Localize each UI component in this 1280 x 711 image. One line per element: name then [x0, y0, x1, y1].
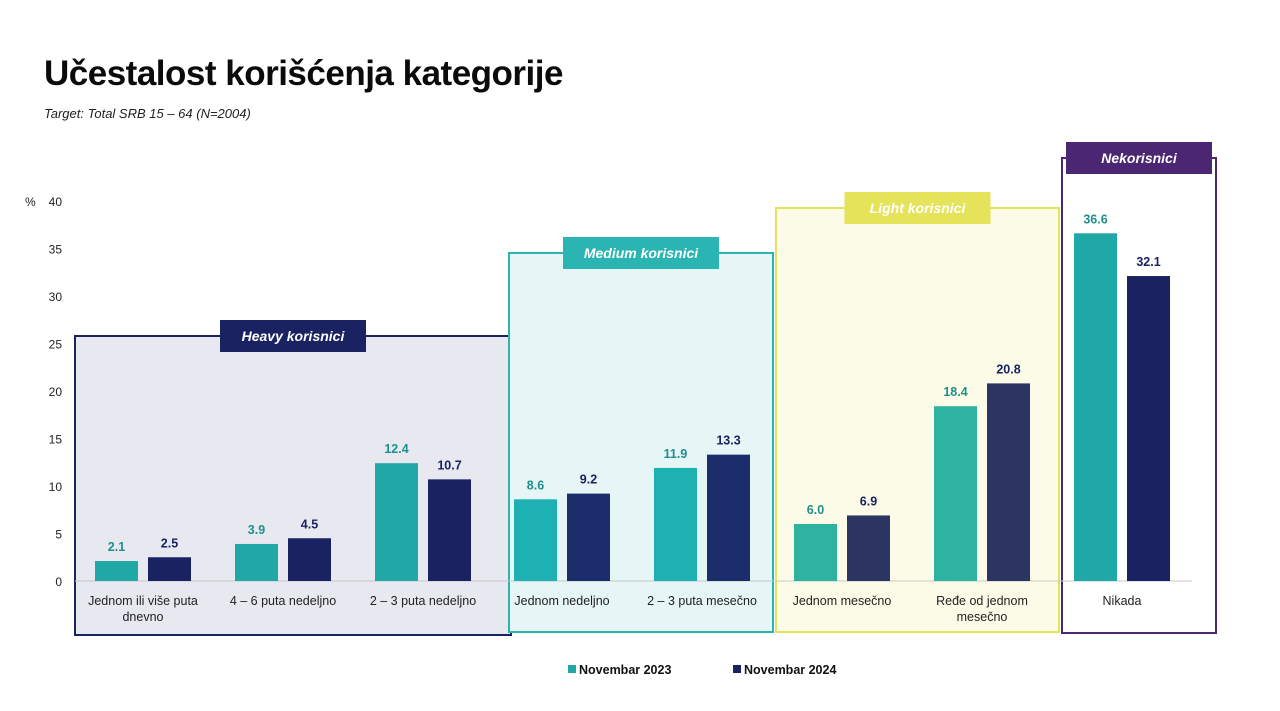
bar-2024 — [1127, 276, 1170, 581]
data-label-2023: 36.6 — [1083, 212, 1107, 226]
data-label-2023: 18.4 — [943, 385, 967, 399]
data-label-2024: 20.8 — [996, 362, 1020, 376]
group-label-heavy: Heavy korisnici — [242, 328, 346, 344]
y-tick-label: 15 — [49, 433, 63, 447]
data-label-2023: 6.0 — [807, 503, 824, 517]
bar-2024 — [847, 515, 890, 581]
data-label-2023: 8.6 — [527, 478, 544, 492]
bar-2024 — [567, 493, 610, 581]
data-label-2024: 13.3 — [716, 434, 740, 448]
bar-2024 — [707, 454, 750, 581]
y-tick-label: 40 — [49, 195, 63, 209]
bar-2023 — [794, 524, 837, 581]
data-label-2024: 32.1 — [1136, 255, 1160, 269]
bar-2023 — [375, 463, 418, 581]
bar-2023 — [95, 561, 138, 581]
bar-2024 — [987, 383, 1030, 581]
y-tick-label: 35 — [49, 243, 63, 257]
category-label: 2 – 3 puta nedeljno — [370, 594, 476, 608]
group-tag-light — [844, 192, 991, 224]
bar-2023 — [654, 467, 697, 581]
group-label-nekorisnici: Nekorisnici — [1101, 150, 1178, 166]
y-tick-label: 20 — [49, 385, 63, 399]
chart-subtitle: Target: Total SRB 15 – 64 (N=2004) — [44, 106, 251, 121]
y-tick-label: 30 — [49, 290, 63, 304]
data-label-2024: 2.5 — [161, 536, 178, 550]
data-label-2023: 3.9 — [248, 523, 265, 537]
data-label-2023: 12.4 — [384, 442, 408, 456]
chart-title: Učestalost korišćenja kategorije — [44, 54, 563, 93]
group-tag-medium — [563, 237, 719, 269]
data-label-2024: 10.7 — [437, 458, 461, 472]
category-label: 2 – 3 puta mesečno — [647, 594, 757, 608]
legend-label-2024: Novembar 2024 — [744, 663, 836, 677]
legend-label-2023: Novembar 2023 — [579, 663, 671, 677]
y-tick-label: 10 — [49, 480, 63, 494]
y-tick-label: 25 — [49, 338, 63, 352]
data-label-2023: 11.9 — [664, 447, 688, 461]
y-axis-unit: % — [25, 195, 36, 209]
bar-2024 — [288, 538, 331, 581]
data-label-2024: 9.2 — [580, 473, 597, 487]
data-label-2024: 4.5 — [301, 517, 318, 531]
group-tag-nekorisnici — [1066, 142, 1212, 174]
legend-swatch-2024 — [733, 665, 741, 673]
category-label: Ređe od jednom mesečno — [936, 594, 1028, 624]
group-tag-heavy — [220, 320, 366, 352]
category-label: Jednom mesečno — [793, 594, 892, 608]
bar-2024 — [148, 557, 191, 581]
group-label-medium: Medium korisnici — [584, 245, 699, 261]
legend-swatch-2023 — [568, 665, 576, 673]
bar-2023 — [235, 543, 278, 581]
category-label: 4 – 6 puta nedeljno — [230, 594, 336, 608]
data-label-2024: 6.9 — [860, 494, 877, 508]
bars: 2.1 3.9 12.4 8.6 11.9 6.0 18.4 36.6 2.5 4.5 10.7 9.… — [95, 212, 1170, 582]
category-label: Nikada — [1103, 594, 1142, 608]
group-label-light: Light korisnici — [870, 200, 967, 216]
category-label: Jednom ili više puta dnevno — [88, 594, 198, 624]
legend: Novembar 2023 Novembar 2024 — [568, 663, 836, 677]
bar-2023 — [934, 406, 977, 581]
y-tick-label: 5 — [55, 528, 62, 542]
category-labels: Jednom ili više puta dnevno 4 – 6 puta ned… — [88, 594, 1141, 624]
data-label-2023: 2.1 — [108, 540, 125, 554]
y-tick-label: 0 — [55, 575, 62, 589]
bar-2024 — [428, 479, 471, 581]
category-label: Jednom nedeljno — [514, 594, 609, 608]
bar-2023 — [514, 499, 557, 581]
bar-2023 — [1074, 233, 1117, 582]
